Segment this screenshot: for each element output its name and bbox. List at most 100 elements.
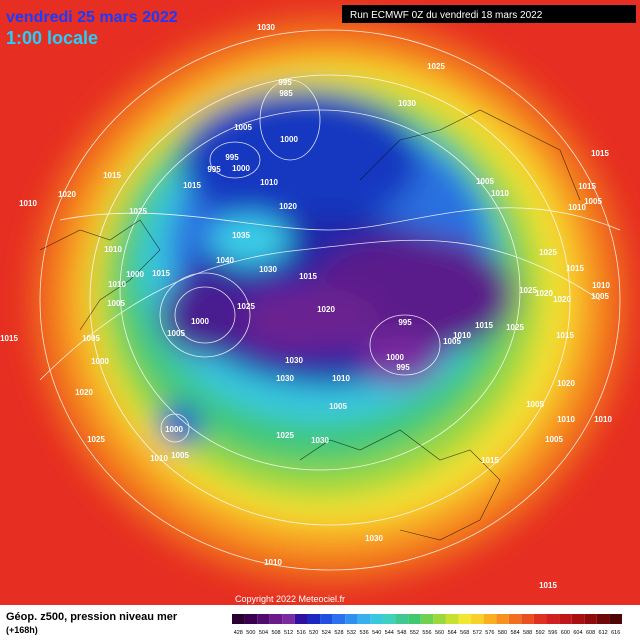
isobar-label: 1005 <box>584 197 602 206</box>
isobar-label: 995 <box>207 165 221 174</box>
isobar-label: 1015 <box>578 182 596 191</box>
isobar-label: 1035 <box>232 231 250 240</box>
isobar-label: 1020 <box>553 295 571 304</box>
scale-label: 528 <box>334 630 343 636</box>
scale-swatch <box>320 614 333 624</box>
isobar-label: 1025 <box>427 62 445 71</box>
scale-swatch <box>596 614 610 624</box>
scale-label: 532 <box>347 630 356 636</box>
isobar-label: 1025 <box>506 323 524 332</box>
isobar-label: 1005 <box>234 123 252 132</box>
scale-label: 592 <box>536 630 545 636</box>
isobar-label: 1000 <box>386 353 404 362</box>
isobar-label: 1020 <box>317 305 335 314</box>
isobar-label: 1030 <box>398 99 416 108</box>
isobar-label: 1010 <box>594 415 612 424</box>
isobar-label: 1025 <box>276 431 294 440</box>
isobar-label: 985 <box>279 89 293 98</box>
isobar-label: 1015 <box>152 269 170 278</box>
isobar-label: 1015 <box>481 456 499 465</box>
isobar-label: 1030 <box>311 436 329 445</box>
isobar-label: 1010 <box>557 415 575 424</box>
isobar-label: 1015 <box>475 321 493 330</box>
scale-label: 552 <box>410 630 419 636</box>
footer-title: Géop. z500, pression niveau mer <box>6 611 178 623</box>
isobar-label: 1000 <box>232 164 250 173</box>
isobar-label: 1030 <box>365 534 383 543</box>
isobar-label: 1010 <box>260 178 278 187</box>
scale-label: 516 <box>297 630 306 636</box>
isobar-label: 1025 <box>519 286 537 295</box>
isobar-label: 995 <box>225 153 239 162</box>
isobar-label: 1000 <box>191 317 209 326</box>
scale-label: 508 <box>271 630 280 636</box>
scale-swatch <box>508 614 522 624</box>
scale-label: 548 <box>397 630 406 636</box>
isobar-label: 1015 <box>566 264 584 273</box>
scale-label: 596 <box>548 630 557 636</box>
scale-label: 616 <box>611 630 620 636</box>
footer: Copyright 2022 Meteociel.fr Géop. z500, … <box>0 594 640 640</box>
field <box>0 0 640 605</box>
isobar-label: 1015 <box>591 149 609 158</box>
isobar-label: 1000 <box>91 357 109 366</box>
isobar-label: 1000 <box>126 270 144 279</box>
isobar-label: 1010 <box>264 558 282 567</box>
scale-swatch <box>395 614 409 624</box>
isobar-label: 1015 <box>556 331 574 340</box>
isobar-label: 1020 <box>535 289 553 298</box>
lead-time: (+168h) <box>6 625 38 635</box>
scale-label: 540 <box>372 630 381 636</box>
scale-swatch <box>496 614 509 624</box>
isobar-label: 1025 <box>129 207 147 216</box>
scale-swatch <box>445 614 459 624</box>
isobar-label: 1005 <box>107 299 125 308</box>
scale-swatch <box>521 614 534 624</box>
isobar-label: 1010 <box>453 331 471 340</box>
scale-swatch <box>546 614 560 624</box>
isobar-label: 1010 <box>568 203 586 212</box>
scale-label: 544 <box>385 630 394 636</box>
isobar-label: 1005 <box>545 435 563 444</box>
scale-label: 572 <box>473 630 482 636</box>
scale-label: 588 <box>523 630 532 636</box>
scale-swatch <box>408 614 421 624</box>
scale-swatch <box>471 614 484 624</box>
run-box <box>342 5 636 23</box>
scale-swatch <box>257 614 270 624</box>
isobar-label: 1020 <box>557 379 575 388</box>
isobar-label: 1030 <box>259 265 277 274</box>
scale-swatch <box>357 614 371 624</box>
copyright: Copyright 2022 Meteociel.fr <box>235 594 345 604</box>
scale-swatch <box>370 614 383 624</box>
header: vendredi 25 mars 2022 1:00 locale Run EC… <box>6 5 636 48</box>
scale-swatch <box>269 614 283 624</box>
scale-swatch <box>282 614 295 624</box>
scale-swatch <box>571 614 585 624</box>
isobar-label: 1005 <box>526 400 544 409</box>
scale-label: 428 <box>234 630 243 636</box>
isobar-label: 1005 <box>82 334 100 343</box>
run: Run ECMWF 0Z du vendredi 18 mars 2022 <box>350 10 543 21</box>
scale-label: 604 <box>573 630 582 636</box>
isobar-label: 1040 <box>216 256 234 265</box>
isobar-label: 1020 <box>75 388 93 397</box>
isobar-label: 1025 <box>539 248 557 257</box>
scale-swatch <box>382 614 396 624</box>
isobar-label: 1010 <box>592 281 610 290</box>
isobar-label: 1015 <box>103 171 121 180</box>
isobar-label: 1015 <box>539 581 557 590</box>
isobar-label: 1005 <box>167 329 185 338</box>
scale-label: 600 <box>561 630 570 636</box>
scale-swatch <box>458 614 472 624</box>
isobar-label: 1010 <box>150 454 168 463</box>
isobar-label: 1010 <box>19 199 37 208</box>
isobar-label: 1030 <box>257 23 275 32</box>
isobar-label: 1005 <box>476 177 494 186</box>
scale-swatch <box>609 614 622 624</box>
isobar-label: 1025 <box>87 435 105 444</box>
isobar-label: 995 <box>396 363 410 372</box>
scale-label: 556 <box>422 630 431 636</box>
